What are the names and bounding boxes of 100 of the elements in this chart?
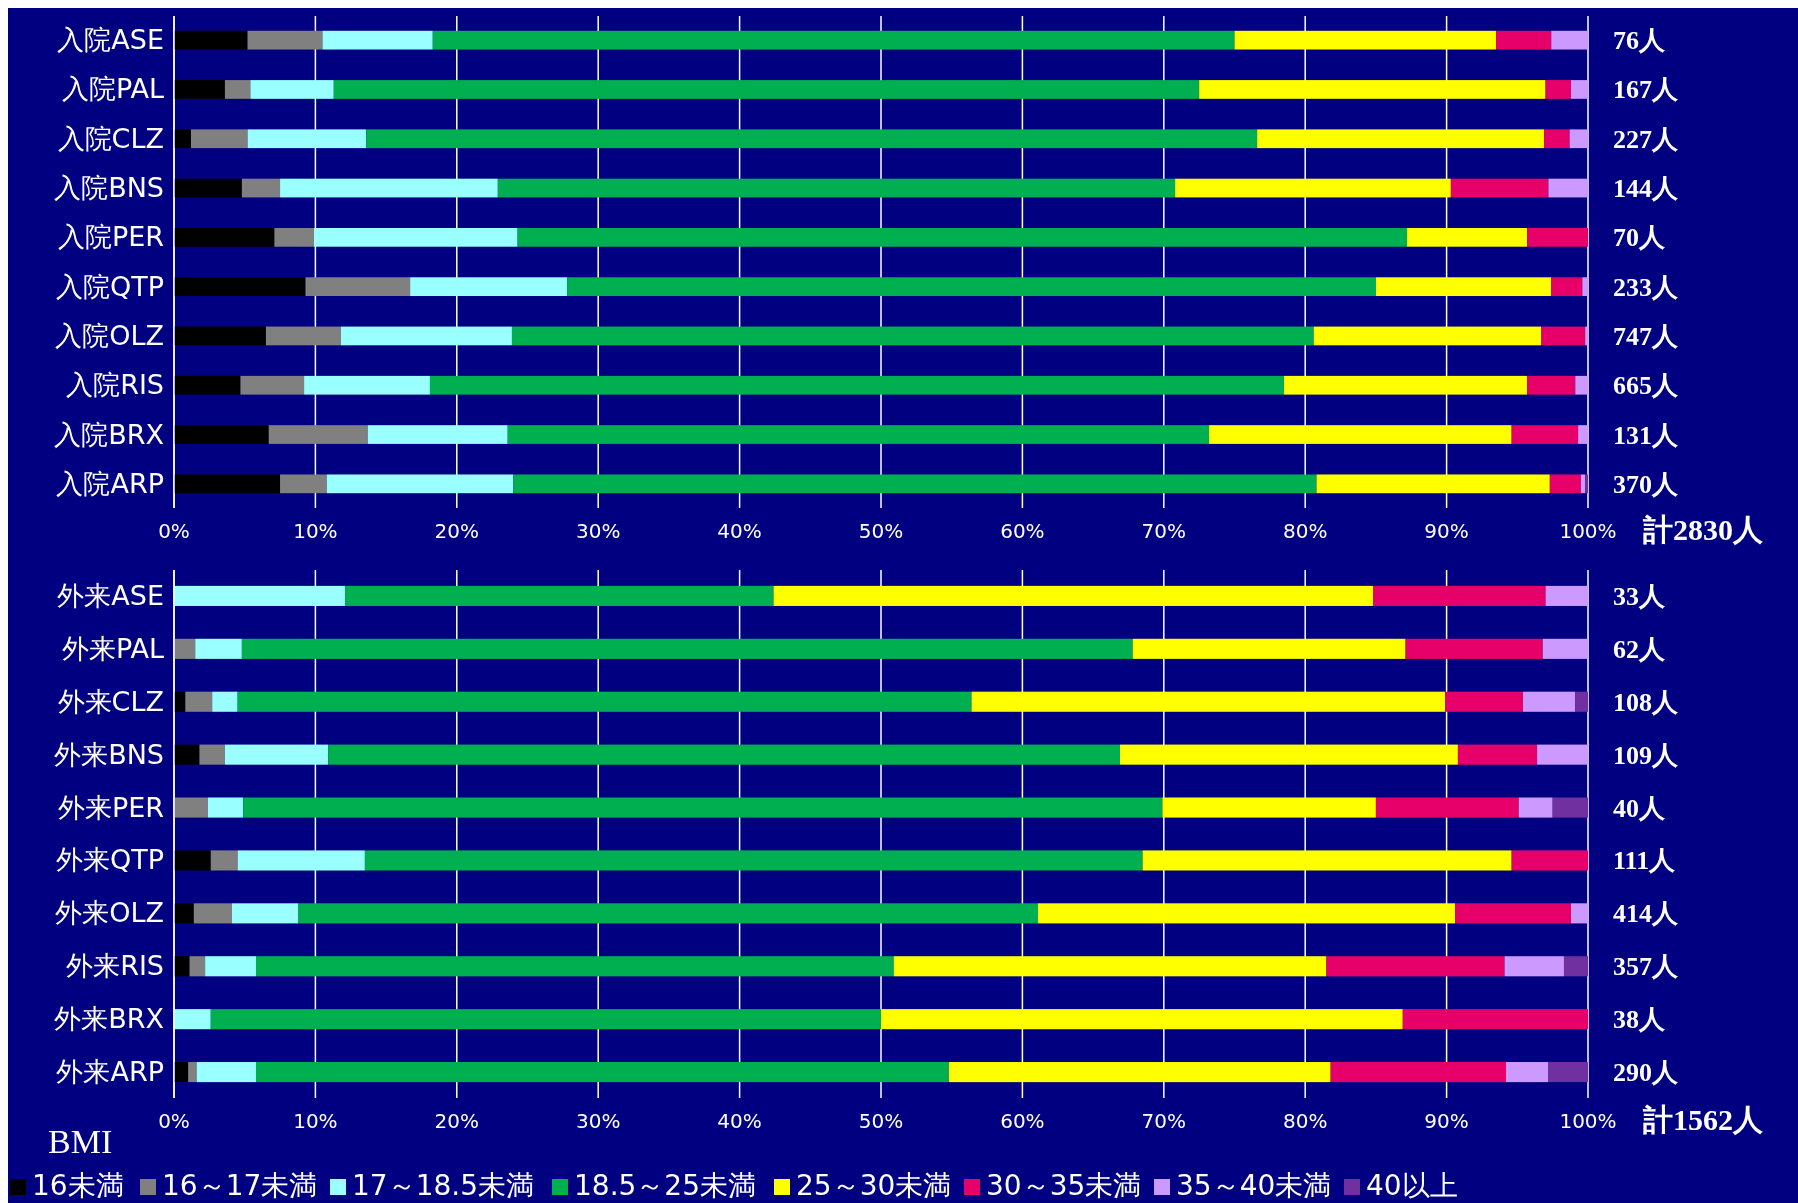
bar bbox=[304, 375, 430, 395]
x-tick-label: 70% bbox=[1141, 519, 1187, 543]
bar bbox=[174, 744, 200, 765]
bar bbox=[1037, 903, 1456, 924]
bar bbox=[1504, 956, 1564, 977]
bar bbox=[210, 1009, 881, 1030]
bar bbox=[193, 903, 232, 924]
bar bbox=[1537, 744, 1588, 765]
bar bbox=[243, 797, 1163, 818]
bar bbox=[1552, 797, 1588, 818]
x-tick-label: 80% bbox=[1282, 519, 1328, 543]
bar bbox=[174, 425, 269, 444]
bar bbox=[410, 277, 568, 297]
bar bbox=[513, 474, 1317, 494]
bar bbox=[366, 129, 1258, 149]
text: 665人 bbox=[1613, 371, 1679, 401]
bar bbox=[1162, 797, 1376, 818]
text: 233人 bbox=[1613, 272, 1679, 302]
bar bbox=[567, 277, 1376, 297]
y-tick-label: 入院RIS bbox=[66, 369, 164, 401]
bar bbox=[1375, 797, 1519, 818]
x-tick-label: 100% bbox=[1559, 1109, 1617, 1133]
x-tick-label: 0% bbox=[158, 1109, 190, 1133]
bar bbox=[432, 30, 1235, 50]
y-tick-label: 外来RIS bbox=[66, 950, 164, 982]
text: 33人 bbox=[1613, 581, 1666, 611]
text: 76人 bbox=[1613, 26, 1666, 56]
bar bbox=[1175, 178, 1451, 198]
bar bbox=[1527, 227, 1588, 247]
bar bbox=[1551, 277, 1583, 297]
bar bbox=[948, 1062, 1331, 1083]
bar bbox=[1542, 638, 1588, 659]
bar bbox=[210, 850, 238, 871]
bar bbox=[174, 474, 281, 494]
bar bbox=[241, 638, 1133, 659]
y-tick-label: 外来PAL bbox=[61, 632, 164, 664]
x-tick-label: 90% bbox=[1424, 1109, 1469, 1133]
x-tick-label: 20% bbox=[434, 519, 480, 543]
bar bbox=[881, 1009, 1403, 1030]
text: 109人 bbox=[1613, 740, 1679, 770]
y-tick-label: 入院ASE bbox=[57, 24, 164, 56]
bar bbox=[1575, 691, 1588, 712]
y-tick-label: 入院PAL bbox=[61, 73, 164, 105]
legend-label: 16～17未満 bbox=[162, 1169, 318, 1202]
text: 131人 bbox=[1613, 420, 1679, 450]
x-tick-label: 70% bbox=[1141, 1109, 1187, 1133]
bar bbox=[247, 129, 367, 149]
text: 414人 bbox=[1613, 899, 1679, 929]
bar bbox=[1548, 1062, 1588, 1083]
bar bbox=[298, 903, 1038, 924]
legend-label: 35～40未満 bbox=[1176, 1169, 1332, 1202]
legend-label: 30～35未満 bbox=[986, 1169, 1142, 1202]
bar bbox=[199, 744, 225, 765]
bar bbox=[205, 956, 257, 977]
x-tick-label: 10% bbox=[293, 1109, 338, 1133]
bar bbox=[1541, 326, 1586, 346]
text: 167人 bbox=[1613, 75, 1679, 105]
bar bbox=[247, 30, 323, 50]
bar bbox=[190, 129, 248, 149]
bar bbox=[268, 425, 368, 444]
text: 計2830人 bbox=[1642, 513, 1764, 546]
bar bbox=[174, 375, 241, 395]
bar bbox=[1283, 375, 1528, 395]
bar bbox=[1450, 178, 1549, 198]
bar bbox=[1234, 30, 1497, 50]
bar bbox=[1582, 277, 1588, 297]
bar bbox=[511, 326, 1314, 346]
bar bbox=[429, 375, 1284, 395]
bar bbox=[1445, 691, 1523, 712]
y-tick-label: 外来QTP bbox=[55, 844, 164, 876]
bar bbox=[971, 691, 1446, 712]
bar bbox=[231, 903, 299, 924]
x-tick-label: 30% bbox=[575, 519, 621, 543]
y-tick-label: 入院PER bbox=[57, 221, 164, 253]
bar bbox=[1548, 178, 1588, 198]
x-tick-label: 50% bbox=[858, 519, 904, 543]
bar bbox=[1569, 129, 1588, 149]
bar bbox=[237, 850, 365, 871]
bar bbox=[174, 1009, 211, 1030]
bar bbox=[1405, 638, 1543, 659]
bar bbox=[1257, 129, 1545, 149]
bar bbox=[274, 227, 314, 247]
bar bbox=[326, 474, 514, 494]
bar bbox=[333, 80, 1200, 99]
bar bbox=[265, 326, 341, 346]
bar bbox=[1522, 691, 1576, 712]
x-tick-label: 20% bbox=[434, 1109, 480, 1133]
x-tick-label: 90% bbox=[1424, 519, 1469, 543]
text: 144人 bbox=[1613, 174, 1679, 204]
bar bbox=[1326, 956, 1505, 977]
text: 計1562人 bbox=[1642, 1103, 1764, 1136]
bar bbox=[328, 744, 1120, 765]
bar bbox=[174, 227, 275, 247]
bar bbox=[1545, 585, 1588, 606]
bar bbox=[250, 80, 334, 99]
bar bbox=[1142, 850, 1512, 871]
bar bbox=[256, 1062, 949, 1083]
y-tick-label: 外来BNS bbox=[54, 738, 164, 770]
text: 38人 bbox=[1613, 1005, 1666, 1035]
bar bbox=[174, 956, 190, 977]
